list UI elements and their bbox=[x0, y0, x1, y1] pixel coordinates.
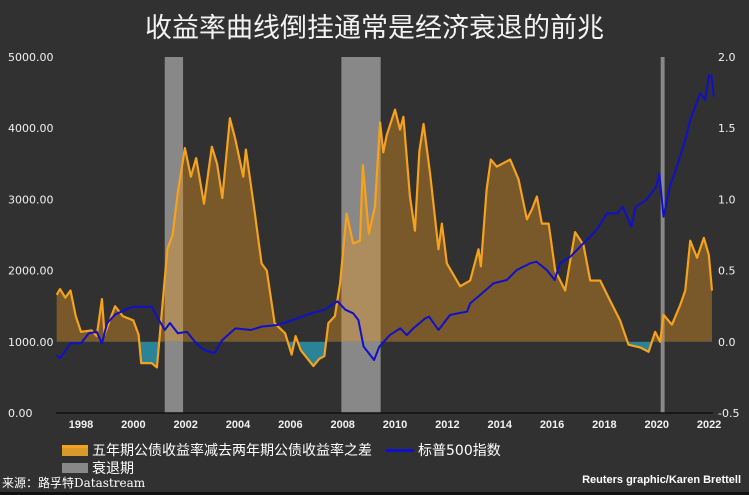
x-tick-label: 2008 bbox=[330, 419, 354, 431]
legend-swatch-gray bbox=[62, 463, 88, 473]
x-tick-label: 2010 bbox=[383, 419, 407, 431]
legend-swatch-blue bbox=[386, 448, 414, 452]
legend-item-spread: 五年期公债收益率减去两年期公债收益率之差 标普500指数 bbox=[62, 440, 501, 460]
x-tick-label: 2004 bbox=[226, 419, 251, 431]
left-tick-label: 5000.00 bbox=[8, 51, 54, 64]
spread-fills bbox=[56, 109, 712, 368]
x-tick-label: 2002 bbox=[173, 419, 197, 431]
x-tick-label: 2000 bbox=[121, 419, 145, 431]
legend-swatch-orange bbox=[62, 444, 88, 456]
right-axis-ticks: -0.5 0.0 0.5 1.0 1.5 2.0 bbox=[718, 51, 739, 420]
x-tick-label: 2014 bbox=[487, 419, 512, 431]
x-tick-label: 2018 bbox=[592, 419, 616, 431]
credit-note: Reuters graphic/Karen Brettell bbox=[582, 474, 741, 486]
left-tick-label: 0.00 bbox=[8, 407, 33, 420]
x-tick-label: 2022 bbox=[697, 419, 721, 431]
left-tick-label: 2000.00 bbox=[8, 265, 54, 278]
right-tick-label: -0.5 bbox=[718, 407, 739, 420]
bottom-border bbox=[0, 492, 749, 495]
x-tick-label: 2020 bbox=[644, 419, 668, 431]
right-tick-label: 1.5 bbox=[718, 122, 736, 135]
sp500-line bbox=[55, 74, 715, 361]
x-tick-label: 2012 bbox=[435, 419, 459, 431]
legend-label: 衰退期 bbox=[92, 461, 134, 477]
left-tick-label: 3000.00 bbox=[8, 193, 54, 206]
left-tick-label: 1000.00 bbox=[8, 336, 54, 349]
right-tick-label: 0.5 bbox=[718, 265, 736, 278]
legend-label: 标普500指数 bbox=[418, 443, 501, 459]
source-note: 来源：路孚特Datastream bbox=[2, 476, 146, 490]
x-tick-label: 1998 bbox=[69, 419, 93, 431]
x-axis-ticks: 1998 2000 2002 2004 2006 2008 2010 2012 2014 2016… bbox=[69, 419, 722, 431]
left-axis-ticks: 0.00 1000.00 2000.00 3000.00 4000.00 5000.00 bbox=[8, 51, 54, 420]
recession-bar bbox=[660, 57, 665, 413]
x-tick-label: 2006 bbox=[278, 419, 302, 431]
left-tick-label: 4000.00 bbox=[8, 122, 54, 135]
spread-inversion-area bbox=[56, 341, 712, 368]
legend-item-recession: 衰退期 bbox=[62, 458, 134, 478]
right-tick-label: 2.0 bbox=[718, 51, 736, 64]
right-tick-label: 1.0 bbox=[718, 193, 736, 206]
right-tick-label: 0.0 bbox=[718, 336, 736, 349]
x-tick-label: 2016 bbox=[540, 419, 564, 431]
series-lines bbox=[55, 74, 715, 369]
chart-title: 收益率曲线倒挂通常是经济衰退的前兆 bbox=[145, 13, 604, 44]
spread-positive-area bbox=[56, 109, 712, 342]
legend-label: 五年期公债收益率减去两年期公债收益率之差 bbox=[92, 443, 372, 459]
